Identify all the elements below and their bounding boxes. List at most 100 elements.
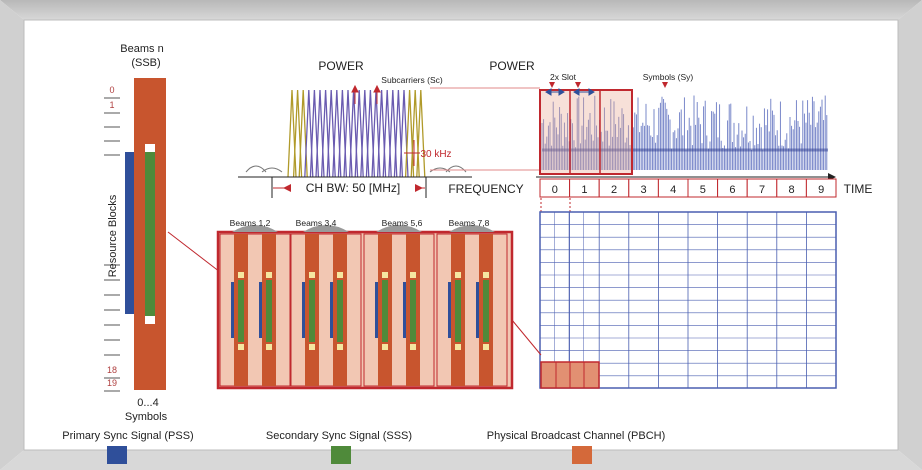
frequency-power-label: POWER	[318, 59, 364, 73]
beam-sss-bar	[455, 280, 461, 342]
beam-pss-bar	[330, 282, 333, 338]
subcarrier	[416, 89, 426, 178]
beam-panel: Beams 1,2 Beams 3,4 Beams 5,6 Beams 7,8	[216, 218, 514, 390]
beam-gap	[382, 344, 388, 350]
frequency-plot: POWER Subcarriers (Sc) 30 kHz CH BW: 50 …	[238, 59, 524, 198]
beam-pss-bar	[259, 282, 262, 338]
beam-group	[363, 225, 435, 387]
beam-sss-bar	[238, 280, 244, 342]
beam-gap	[455, 344, 461, 350]
beam-group	[436, 225, 508, 387]
beam-gap	[238, 344, 244, 350]
beam-sss-bar	[483, 280, 489, 342]
legend-label-pss: Primary Sync Signal (PSS)	[62, 430, 193, 442]
ssb-gap-bottom	[145, 316, 155, 324]
legend-swatch-pbch	[572, 446, 592, 464]
beam-gap	[382, 272, 388, 278]
beam-group-bg	[436, 233, 508, 387]
ssb-pss-bar	[125, 152, 134, 314]
grid-zoom-connector	[511, 319, 542, 356]
beam-cap	[376, 225, 422, 232]
time-slot-label: 2	[611, 184, 617, 196]
beam-pss-bar	[448, 282, 451, 338]
beam-group-label-3: Beams 5,6	[382, 218, 423, 228]
beam-gap	[309, 344, 315, 350]
ssb-title-line2: (SSB)	[131, 57, 160, 69]
beam-groups	[219, 225, 508, 387]
beam-gap	[266, 344, 272, 350]
time-slot-label: 0	[552, 184, 558, 196]
resource-blocks-label: Resource Blocks	[107, 194, 119, 277]
beam-group-label-4: Beams 7,8	[449, 218, 490, 228]
beam-gap	[410, 344, 416, 350]
beam-cap	[232, 225, 278, 232]
beam-group	[219, 225, 291, 387]
beam-group-label-2: Beams 3,4	[296, 218, 337, 228]
beam-gap	[337, 272, 343, 278]
time-plot: POWER 2x Slot Symbols (Sy) 0 1 2 3 4 5 6 7 8 9 TI…	[430, 59, 873, 389]
time-slot-label: 9	[818, 184, 824, 196]
slot-label: 2x Slot	[550, 72, 577, 82]
beam-group-bg	[290, 233, 362, 387]
legend-swatch-sss	[331, 446, 351, 464]
ssb-title-line1: Beams n	[120, 43, 163, 55]
beam-group-label-1: Beams 1,2	[230, 218, 271, 228]
resource-grid-lines	[540, 212, 836, 388]
ssb-time-highlight	[539, 89, 633, 175]
beam-cap	[449, 225, 495, 232]
ssb-zoom-connector	[167, 231, 221, 273]
legend: Primary Sync Signal (PSS) Secondary Sync…	[62, 430, 665, 464]
beam-sss-bar	[337, 280, 343, 342]
beam-pss-bar	[476, 282, 479, 338]
beam-gap	[483, 272, 489, 278]
time-slot-label: 4	[670, 184, 676, 196]
subcarriers-label: Subcarriers (Sc)	[381, 75, 443, 85]
beam-gap	[455, 272, 461, 278]
beam-gap	[337, 344, 343, 350]
rb-tick-19: 19	[107, 378, 117, 388]
beam-gap	[483, 344, 489, 350]
symbols-label: Symbols	[125, 411, 168, 423]
subcarrier-triangles	[287, 89, 426, 178]
time-slot-cells: 0 1 2 3 4 5 6 7 8 9	[539, 178, 837, 198]
subcarrier-arrows	[351, 84, 381, 104]
beam-group-bg	[363, 233, 435, 387]
beam-group-bg	[219, 233, 291, 387]
grid-ssb-dividers	[555, 362, 585, 388]
beam-gap	[410, 272, 416, 278]
beam-sss-bar	[382, 280, 388, 342]
time-slot-cell	[805, 178, 837, 198]
beam-gap	[238, 272, 244, 278]
time-slot-label: 5	[700, 184, 706, 196]
time-slot-label: 3	[641, 184, 647, 196]
frequency-axis-label: FREQUENCY	[448, 182, 523, 196]
beam-sss-bar	[266, 280, 272, 342]
waveform	[541, 95, 828, 170]
time-axis-label: TIME	[844, 182, 873, 196]
time-slot-label: 8	[789, 184, 795, 196]
rb-tick-18: 18	[107, 365, 117, 375]
legend-label-pbch: Physical Broadcast Channel (PBCH)	[487, 430, 666, 442]
beam-pss-bar	[231, 282, 234, 338]
channel-bandwidth-label: CH BW: 50 [MHz]	[306, 181, 400, 195]
rb-tick-1: 1	[109, 100, 114, 110]
beam-pss-bar	[403, 282, 406, 338]
time-slot-label: 1	[581, 184, 587, 196]
beam-pss-bar	[302, 282, 305, 338]
beam-pss-bar	[375, 282, 378, 338]
beam-cap	[303, 225, 349, 232]
subcarrier-spacing-label: 30 kHz	[420, 149, 451, 160]
ssb-column: Beams n (SSB) 0 1 18 19 Resource Blocks	[104, 43, 221, 423]
time-slot-label: 6	[729, 184, 735, 196]
legend-swatch-pss	[107, 446, 127, 464]
legend-label-sss: Secondary Sync Signal (SSS)	[266, 430, 412, 442]
beam-group	[290, 225, 362, 387]
resource-block-ticks	[104, 97, 120, 392]
beam-sss-bar	[410, 280, 416, 342]
beam-gap	[309, 272, 315, 278]
symbols-range: 0...4	[137, 397, 158, 409]
time-symbols-label: Symbols (Sy)	[643, 72, 694, 82]
ssb-gap-top	[145, 144, 155, 152]
